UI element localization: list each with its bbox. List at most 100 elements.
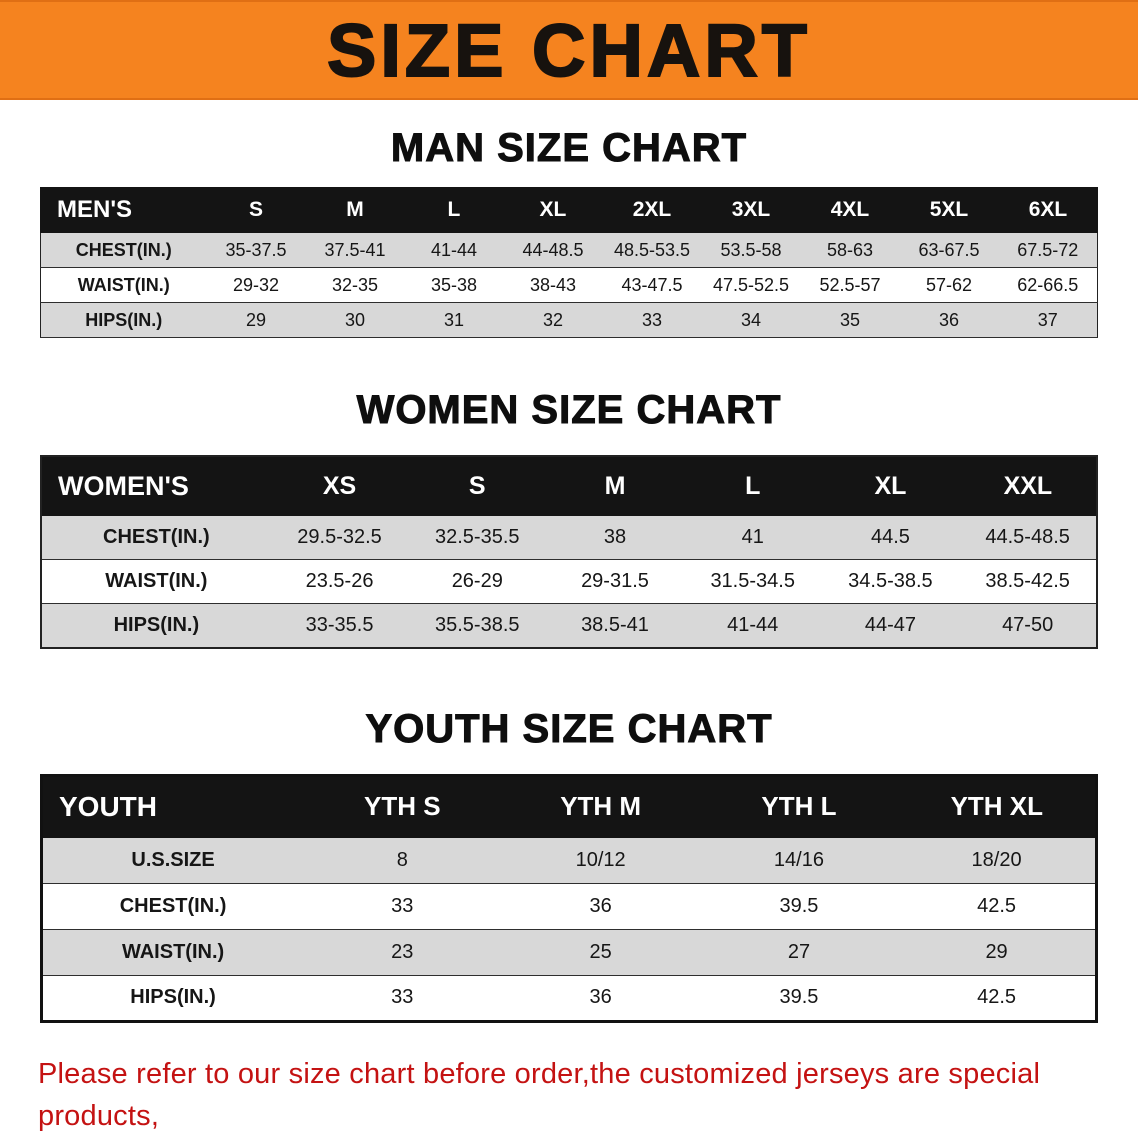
measurement-value: 42.5: [977, 986, 1017, 1008]
measurement-value: 25: [589, 940, 612, 963]
size-column-header: XXL: [958, 455, 1098, 516]
measurement-value: 8: [396, 848, 408, 871]
size-column-header: 5XL: [898, 187, 999, 233]
size-column-header: L: [683, 455, 823, 516]
banner-title: SIZE CHART: [326, 8, 811, 93]
measurement-value: 32.5-35.5: [435, 526, 520, 548]
disclaimer-line-1: Please refer to our size chart before or…: [38, 1057, 1041, 1132]
measurement-value: 32-35: [331, 274, 378, 295]
measurement-label: CHEST(IN.): [75, 239, 172, 260]
size-column-header: XL: [821, 455, 960, 516]
size-column-header: 2XL: [601, 187, 702, 233]
table-row: U.S.SIZE 8 10/12 14/16 18/20: [41, 837, 1097, 883]
size-column-header: L: [403, 187, 504, 233]
measurement-value: 41-44: [727, 613, 779, 636]
measurement-value: 33: [391, 894, 414, 917]
measurement-value: 38: [603, 526, 627, 548]
measurement-value: 29: [245, 309, 266, 330]
size-column-header: M: [545, 455, 685, 516]
measurement-value: 42.5: [977, 894, 1017, 917]
table-group-label: YOUTH: [41, 774, 304, 838]
measurement-value: 37: [1037, 309, 1058, 330]
measurement-value: 67.5-72: [1017, 239, 1079, 260]
measurement-label: WAIST(IN.): [77, 274, 170, 295]
size-column-header: YTH M: [500, 774, 701, 838]
size-column-header: 3XL: [700, 187, 801, 233]
size-column-header: XL: [502, 187, 603, 233]
measurement-value: 14/16: [773, 848, 824, 871]
measurement-value: 35-37.5: [225, 239, 287, 260]
measurement-value: 26-29: [451, 570, 503, 592]
measurement-value: 33: [391, 986, 414, 1008]
size-column-header: YTH L: [699, 774, 899, 838]
measurement-value: 18/20: [971, 848, 1022, 871]
measurement-value: 38.5-41: [581, 613, 649, 636]
measurement-value: 37.5-41: [324, 239, 386, 260]
size-chart-banner: SIZE CHART: [0, 0, 1138, 100]
table-row: HIPS(IN.) 33-35.5 35.5-38.5 38.5-41 41-44 44-…: [41, 603, 1097, 648]
measurement-value: 44-47: [864, 613, 916, 636]
measurement-value: 30: [344, 309, 365, 330]
women-section-heading: WOMEN SIZE CHART: [356, 388, 782, 433]
size-column-header: S: [407, 455, 547, 516]
youth-section-heading: YOUTH SIZE CHART: [365, 706, 773, 751]
measurement-value: 57-62: [925, 274, 972, 295]
size-column-header: XS: [270, 455, 409, 516]
measurement-value: 23: [391, 940, 414, 963]
women-table-body: CHEST(IN.) 29.5-32.5 32.5-35.5 38 41 44.5 44.5…: [41, 515, 1097, 648]
measurement-value: 29-32: [232, 274, 279, 295]
measurement-label: WAIST(IN.): [121, 940, 225, 963]
measurement-label: CHEST(IN.): [119, 894, 227, 917]
measurement-value: 63-67.5: [918, 239, 980, 260]
men-section: MAN SIZE CHART MEN'S S M L XL 2XL 3XL 4XL 5XL 6XL…: [0, 126, 1138, 338]
measurement-label: HIPS(IN.): [130, 986, 216, 1008]
measurement-value: 48.5-53.5: [613, 239, 690, 260]
measurement-value: 35: [839, 309, 860, 330]
table-row: HIPS(IN.) 29 30 31 32 33 34 35 36 37: [40, 302, 1098, 338]
size-column-header: 4XL: [799, 187, 900, 233]
measurement-value: 39.5: [779, 894, 819, 917]
table-row: HIPS(IN.) 33 36 39.5 42.5: [41, 975, 1097, 1021]
measurement-value: 44-48.5: [522, 239, 584, 260]
measurement-value: 39.5: [779, 986, 819, 1008]
measurement-value: 38.5-42.5: [985, 570, 1070, 592]
disclaimer: Please refer to our size chart before or…: [38, 1053, 1138, 1132]
measurement-value: 27: [787, 940, 811, 963]
measurement-value: 35.5-38.5: [435, 613, 520, 636]
measurement-value: 29-31.5: [581, 570, 649, 592]
youth-section: YOUTH SIZE CHART YOUTH YTH S YTH M YTH L YTH…: [0, 706, 1138, 1023]
women-size-table: WOMEN'S XS S M L XL XXL CHEST(IN.) 29.5-32.5 32.…: [40, 455, 1098, 649]
measurement-value: 29.5-32.5: [297, 526, 382, 548]
table-group-label: MEN'S: [40, 187, 207, 233]
size-column-header: S: [205, 187, 306, 233]
table-row: WAIST(IN.) 23.5-26 26-29 29-31.5 31.5-34.5 34…: [41, 559, 1097, 604]
measurement-value: 41: [741, 526, 764, 548]
measurement-value: 41-44: [430, 239, 477, 260]
table-group-label: WOMEN'S: [40, 455, 272, 516]
measurement-value: 35-38: [430, 274, 477, 295]
measurement-label: HIPS(IN.): [113, 613, 200, 636]
measurement-value: 32: [542, 309, 563, 330]
measurement-value: 44.5: [870, 526, 910, 548]
women-section: WOMEN SIZE CHART WOMEN'S XS S M L XL XXL CHEST…: [0, 388, 1138, 649]
table-row: CHEST(IN.) 33 36 39.5 42.5: [41, 883, 1097, 929]
measurement-value: 58-63: [826, 239, 873, 260]
youth-table-body: U.S.SIZE 8 10/12 14/16 18/20 CHEST(IN.) 33 36 39…: [41, 837, 1097, 1021]
measurement-value: 31.5-34.5: [710, 570, 795, 592]
table-row: CHEST(IN.) 29.5-32.5 32.5-35.5 38 41 44.5 44.5…: [41, 515, 1097, 560]
men-size-table: MEN'S S M L XL 2XL 3XL 4XL 5XL 6XL CHEST(IN.) 35-3…: [40, 187, 1099, 338]
measurement-value: 62-66.5: [1017, 274, 1079, 295]
measurement-value: 44.5-48.5: [985, 526, 1070, 548]
size-column-header: YTH S: [302, 774, 502, 838]
men-header-row: MEN'S S M L XL 2XL 3XL 4XL 5XL 6XL: [40, 187, 1099, 233]
measurement-label: CHEST(IN.): [103, 526, 210, 548]
size-column-header: YTH XL: [897, 774, 1098, 838]
measurement-value: 53.5-58: [720, 239, 782, 260]
measurement-value: 34: [740, 309, 761, 330]
table-row: WAIST(IN.) 23 25 27 29: [41, 929, 1097, 975]
measurement-value: 33-35.5: [305, 613, 374, 636]
measurement-label: HIPS(IN.): [85, 309, 163, 330]
table-row: WAIST(IN.) 29-32 32-35 35-38 38-43 43-47.5 47.…: [40, 267, 1098, 303]
measurement-value: 36: [589, 986, 612, 1008]
measurement-value: 36: [938, 309, 959, 330]
